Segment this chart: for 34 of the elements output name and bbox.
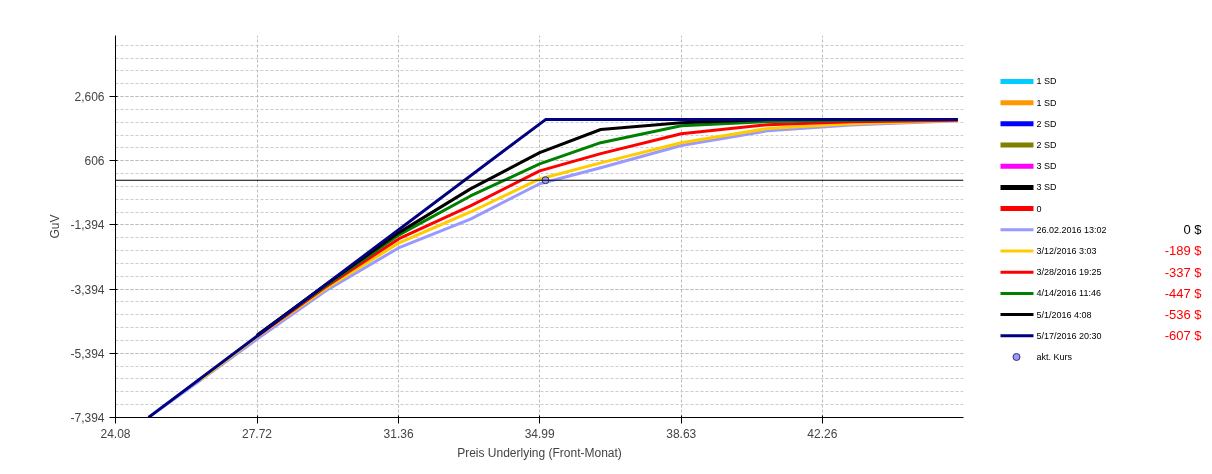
legend-label: 0: [1036, 203, 1042, 214]
y-tick-label: 2,606: [74, 90, 105, 105]
legend-label: akt. Kurs: [1036, 351, 1073, 362]
x-tick-label: 24.08: [100, 426, 131, 441]
legend-label: 1 SD: [1036, 76, 1058, 87]
legend-label: 3 SD: [1036, 182, 1058, 193]
legend-label: 2 SD: [1036, 140, 1058, 151]
legend-label: 3 SD: [1036, 161, 1058, 172]
x-tick-label: 31.36: [383, 426, 414, 441]
y-tick-label: -5,394: [70, 346, 105, 361]
y-tick-label: -7,394: [70, 411, 105, 425]
text: -536 $: [1164, 307, 1203, 323]
text: 0 $: [1183, 222, 1203, 238]
y-tick-label: -3,394: [70, 282, 105, 297]
legend-label: 1 SD: [1036, 97, 1058, 108]
text: -189 $: [1164, 243, 1203, 259]
y-tick-label: 606: [84, 154, 105, 169]
text: -447 $: [1164, 285, 1203, 301]
legend-label: 26.02.2016 13:02: [1036, 224, 1107, 235]
x-tick-label: 27.72: [242, 426, 273, 441]
y-tick-label: -1,394: [70, 218, 105, 233]
legend-label: 3/28/2016 19:25: [1036, 267, 1102, 278]
legend-label: 4/14/2016 11:46: [1036, 288, 1101, 299]
x-tick-label: 42.26: [807, 426, 838, 441]
legend-label: 5/17/2016 20:30: [1036, 330, 1102, 341]
legend-label: 2 SD: [1036, 118, 1058, 129]
x-tick-label: 34.99: [524, 426, 556, 441]
x-axis-title: Preis Underlying (Front-Monat): [457, 445, 622, 460]
text: -337 $: [1164, 264, 1203, 280]
legend-label: 3/12/2016 3:03: [1036, 246, 1097, 256]
text: -607 $: [1164, 328, 1203, 344]
x-tick-label: 38.63: [666, 426, 697, 441]
y-axis-title: GuV: [48, 214, 63, 239]
legend-label: 5/1/2016 4:08: [1036, 309, 1092, 320]
